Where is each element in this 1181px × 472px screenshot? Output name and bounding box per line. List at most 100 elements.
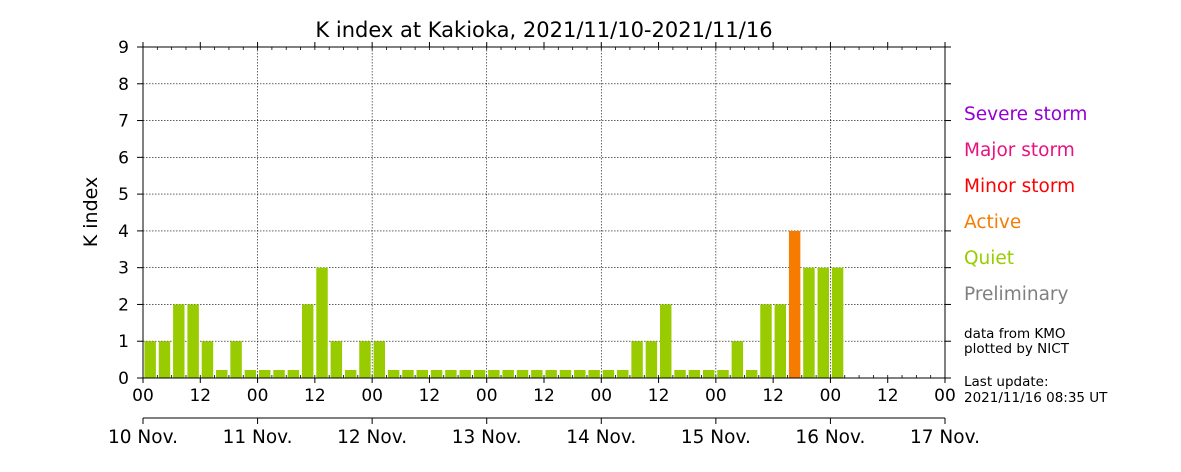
date-label: 16 Nov. xyxy=(795,427,865,448)
k-index-bar xyxy=(273,370,285,378)
date-label: 11 Nov. xyxy=(223,427,293,448)
k-index-bar xyxy=(588,370,600,378)
x-hour-label: 12 xyxy=(762,386,784,406)
k-index-bar xyxy=(259,370,271,378)
k-index-bar xyxy=(344,370,357,378)
y-axis-label: K index xyxy=(80,176,102,248)
k-index-bar xyxy=(745,370,758,378)
k-index-bar xyxy=(574,370,586,378)
source-line-2: plotted by NICT xyxy=(964,341,1069,357)
y-tick-label: 2 xyxy=(118,295,129,315)
date-label: 14 Nov. xyxy=(566,427,636,448)
date-label: 12 Nov. xyxy=(337,427,407,448)
k-index-bar xyxy=(774,304,787,378)
k-index-bar xyxy=(173,304,185,378)
k-index-bar xyxy=(817,267,829,378)
legend-quiet: Quiet xyxy=(964,248,1015,269)
x-hour-label: 12 xyxy=(533,386,555,406)
x-hour-label: 00 xyxy=(247,386,269,406)
x-hour-label: 12 xyxy=(648,386,670,406)
k-index-bar xyxy=(387,370,400,378)
k-index-bar xyxy=(831,267,844,378)
k-index-bar xyxy=(430,370,443,378)
k-index-bar xyxy=(230,341,242,378)
x-hour-label: 12 xyxy=(189,386,211,406)
legend-preliminary: Preliminary xyxy=(964,284,1069,305)
x-hour-label: 00 xyxy=(132,386,154,406)
k-index-bar xyxy=(502,370,514,378)
k-index-bar xyxy=(373,341,386,378)
k-index-bar xyxy=(702,370,715,378)
x-hour-label: 00 xyxy=(820,386,842,406)
k-index-bar xyxy=(660,304,672,378)
k-index-bar xyxy=(473,370,486,378)
x-hour-label: 00 xyxy=(361,386,383,406)
k-index-bar xyxy=(645,341,658,378)
x-hour-label: 00 xyxy=(705,386,727,406)
x-hour-label: 12 xyxy=(877,386,899,406)
date-label: 17 Nov. xyxy=(910,427,980,448)
k-index-bar xyxy=(244,370,257,378)
legend-major-storm: Major storm xyxy=(964,140,1075,161)
k-index-bar xyxy=(531,370,543,378)
k-index-bar xyxy=(674,370,686,378)
k-index-bar xyxy=(301,304,314,378)
y-tick-label: 1 xyxy=(118,332,129,352)
k-index-bar xyxy=(316,267,328,378)
k-index-bar xyxy=(545,370,557,378)
legend-minor-storm: Minor storm xyxy=(964,176,1076,197)
x-hour-label: 00 xyxy=(590,386,612,406)
y-tick-label: 3 xyxy=(118,259,129,279)
date-label: 10 Nov. xyxy=(108,427,178,448)
k-index-bar xyxy=(445,370,457,378)
chart-title: K index at Kakioka, 2021/11/10-2021/11/1… xyxy=(315,18,773,42)
k-index-bar xyxy=(402,370,414,378)
date-axis: 10 Nov. 11 Nov. 12 Nov. 13 Nov. 14 Nov. 15 No… xyxy=(108,418,980,448)
k-index-bar xyxy=(803,267,815,378)
y-tick-label: 5 xyxy=(118,185,129,205)
x-hour-label: 00 xyxy=(476,386,498,406)
x-hour-label: 12 xyxy=(304,386,326,406)
y-tick-label: 7 xyxy=(118,112,129,132)
k-index-bar xyxy=(760,304,772,378)
y-tick-label: 4 xyxy=(118,222,129,242)
x-hour-label: 12 xyxy=(419,386,441,406)
x-hour-label: 00 xyxy=(934,386,956,406)
k-index-bar xyxy=(287,370,300,378)
grid-lines xyxy=(143,47,945,378)
source-line-1: data from KMO xyxy=(964,326,1066,342)
k-index-bar xyxy=(359,341,371,378)
date-label: 13 Nov. xyxy=(452,427,522,448)
legend-severe-storm: Severe storm xyxy=(964,104,1088,125)
update-time: 2021/11/16 08:35 UT xyxy=(964,390,1108,406)
k-index-bar xyxy=(688,370,701,378)
k-index-bar xyxy=(330,341,343,378)
k-index-bar xyxy=(459,370,471,378)
y-tick-label: 6 xyxy=(118,148,129,168)
k-index-bar xyxy=(416,370,428,378)
k-index-bar xyxy=(617,370,629,378)
k-index-bar xyxy=(631,341,643,378)
legend-active: Active xyxy=(964,212,1022,233)
update-label: Last update: xyxy=(964,374,1049,390)
bars-group xyxy=(144,230,844,378)
k-index-bar xyxy=(187,304,199,378)
k-index-bar xyxy=(559,370,572,378)
axis-ticks xyxy=(137,42,951,383)
y-tick-label: 0 xyxy=(118,369,129,389)
y-tick-label: 8 xyxy=(118,75,129,95)
k-index-bar xyxy=(158,341,171,378)
k-index-bar xyxy=(516,370,529,378)
x-hour-labels: 00 12 00 12 00 12 00 12 00 12 00 12 00 12 00 xyxy=(132,386,956,406)
k-index-bar xyxy=(201,341,214,378)
y-tick-label: 9 xyxy=(118,38,129,58)
k-index-bar xyxy=(717,370,729,378)
k-index-bar xyxy=(488,370,500,378)
k-index-bar xyxy=(602,370,615,378)
date-label: 15 Nov. xyxy=(681,427,751,448)
k-index-bar xyxy=(144,341,156,378)
k-index-bar xyxy=(216,370,228,378)
k-index-bar xyxy=(731,341,744,378)
y-tick-labels: 0 1 2 3 4 5 6 7 8 9 xyxy=(118,38,129,389)
